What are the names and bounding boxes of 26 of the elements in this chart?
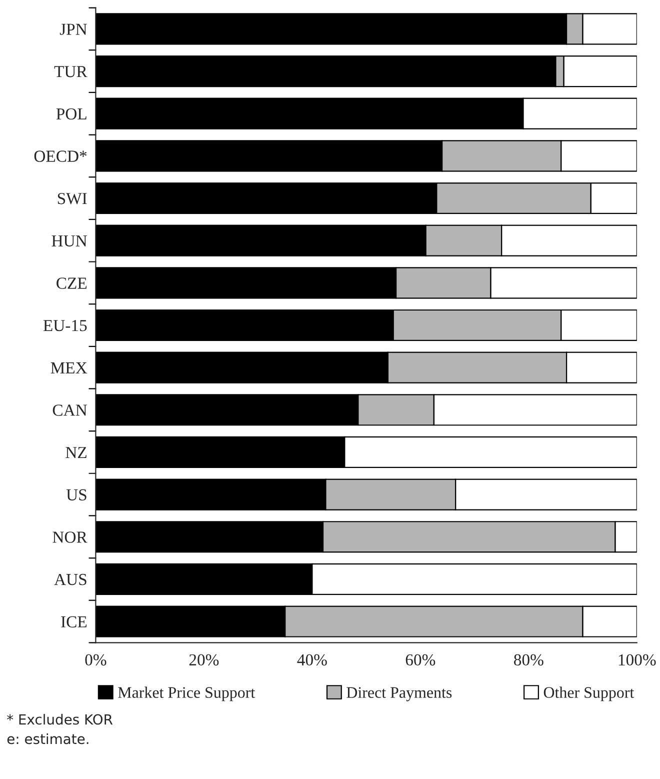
y-tick-label: HUN: [52, 235, 87, 247]
y-tick-label: MEX: [50, 362, 88, 374]
x-tick-label: 80%: [514, 654, 544, 666]
legend-label: Direct Payments: [346, 687, 452, 702]
y-tick-label: AUS: [54, 574, 86, 586]
y-tick-label: JPN: [60, 24, 87, 35]
y-tick-label: CZE: [56, 278, 87, 289]
x-tick-label: 60%: [406, 654, 436, 666]
x-tick-label: 40%: [297, 654, 327, 666]
text: e: estimate.: [7, 733, 88, 744]
x-tick-label: 20%: [189, 654, 219, 666]
legend-label: Market Price Support: [118, 686, 256, 702]
y-tick-label: NZ: [66, 447, 86, 458]
x-tick-label: 100%: [618, 654, 656, 666]
y-tick-label: OECD*: [34, 150, 87, 162]
text: * Excludes KOR: [7, 714, 113, 725]
x-tick-label: 0%: [85, 654, 106, 666]
y-tick-label: POL: [56, 108, 86, 120]
y-tick-label: TUR: [54, 66, 88, 78]
y-tick-label: US: [66, 489, 86, 500]
y-tick-label: SWI: [58, 193, 87, 204]
legend-label: Other Support: [544, 686, 634, 702]
y-tick-label: NOR: [52, 532, 88, 543]
y-tick-label: EU-15: [43, 320, 87, 332]
y-tick-label: ICE: [61, 616, 87, 628]
y-tick-label: CAN: [52, 404, 87, 416]
